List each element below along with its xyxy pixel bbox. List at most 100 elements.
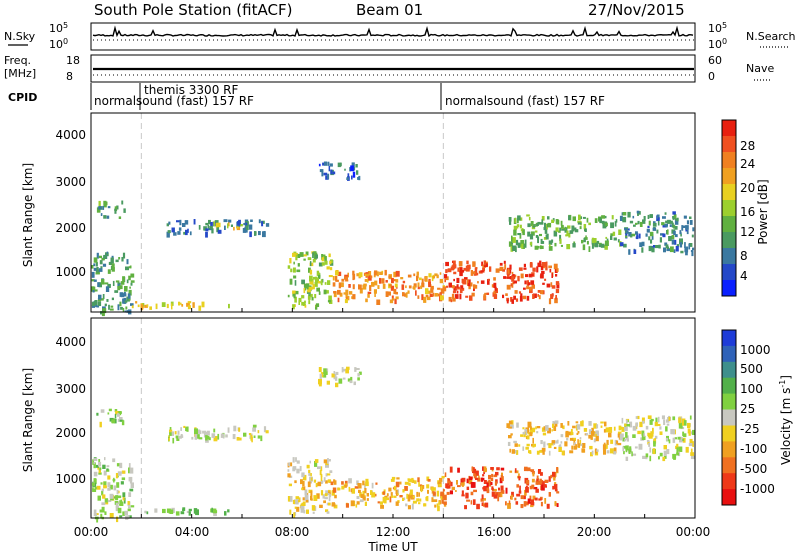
echo-pixel <box>678 417 681 424</box>
echo-pixel <box>345 503 349 508</box>
echo-pixel <box>432 487 436 491</box>
echo-pixel <box>236 226 239 229</box>
echo-pixel <box>456 480 458 485</box>
echo-pixel <box>572 243 576 248</box>
echo-pixel <box>593 238 597 243</box>
echo-pixel <box>685 446 689 453</box>
echo-pixel <box>201 301 205 308</box>
echo-pixel <box>393 271 397 278</box>
echo-pixel <box>354 486 359 489</box>
echo-pixel <box>490 467 494 470</box>
echo-pixel <box>367 294 370 298</box>
echo-pixel <box>111 419 116 423</box>
echo-pixel <box>202 430 207 434</box>
echo-pixel <box>205 228 209 232</box>
echo-pixel <box>395 481 400 487</box>
echo-pixel <box>405 503 408 507</box>
velocity-colorbar-label-exp: -1 <box>778 380 787 388</box>
echo-pixel <box>515 239 519 246</box>
echo-pixel <box>203 226 207 231</box>
echo-pixel <box>309 262 314 267</box>
echo-pixel <box>442 286 447 292</box>
echo-pixel <box>106 251 109 254</box>
echo-pixel <box>289 258 292 264</box>
echo-pixel <box>569 230 573 234</box>
echo-pixel <box>662 216 666 219</box>
echo-pixel <box>402 280 406 284</box>
echo-pixel <box>338 378 343 384</box>
echo-pixel <box>128 266 131 269</box>
echo-pixel <box>445 483 449 489</box>
echo-pixel <box>290 268 293 273</box>
echo-pixel <box>97 495 101 501</box>
echo-pixel <box>554 268 558 273</box>
echo-pixel <box>594 448 598 454</box>
echo-pixel <box>404 486 408 491</box>
echo-pixel <box>304 305 307 308</box>
echo-pixel <box>127 501 130 505</box>
echo-pixel <box>128 492 132 497</box>
echo-pixel <box>491 491 496 497</box>
echo-pixel <box>294 304 296 307</box>
echo-pixel <box>536 475 539 480</box>
echo-pixel <box>362 284 367 290</box>
echo-pixel <box>439 477 443 482</box>
echo-pixel <box>518 490 522 494</box>
time-tick: 20:00 <box>577 525 612 539</box>
echo-pixel <box>549 268 552 273</box>
echo-pixel <box>649 447 652 453</box>
echo-pixel <box>186 302 190 307</box>
echo-pixel <box>509 220 512 225</box>
echo-pixel <box>511 491 514 497</box>
echo-pixel <box>410 494 415 500</box>
echo-pixel <box>686 220 689 225</box>
echo-pixel <box>119 411 122 414</box>
echo-pixel <box>107 206 111 209</box>
echo-pixel <box>662 233 666 238</box>
echo-pixel <box>359 499 364 503</box>
velocity-ytick: 2000 <box>55 426 86 440</box>
echo-pixel <box>605 444 608 449</box>
echo-pixel <box>114 418 117 424</box>
echo-pixel <box>98 461 102 467</box>
echo-pixel <box>116 463 121 467</box>
echo-pixel <box>593 423 597 429</box>
echo-pixel <box>447 268 452 273</box>
echo-pixel <box>511 271 514 275</box>
echo-pixel <box>123 497 126 504</box>
echo-pixel <box>635 416 638 419</box>
echo-pixel <box>407 478 410 481</box>
echo-pixel <box>227 223 229 229</box>
echo-pixel <box>376 299 381 305</box>
echo-pixel <box>106 465 110 468</box>
echo-pixel <box>561 224 564 229</box>
echo-pixel <box>679 231 682 235</box>
echo-pixel <box>554 501 557 507</box>
echo-pixel <box>606 439 609 445</box>
echo-pixel <box>461 477 466 482</box>
echo-pixel <box>411 503 414 510</box>
echo-pixel <box>658 217 660 221</box>
colorbar-frame <box>721 119 737 297</box>
echo-pixel <box>519 224 522 229</box>
echo-pixel <box>530 426 532 431</box>
echo-pixel <box>303 510 306 514</box>
echo-pixel <box>300 479 303 485</box>
echo-pixel <box>531 443 534 447</box>
echo-pixel <box>265 223 270 227</box>
echo-pixel <box>427 489 429 494</box>
echo-pixel <box>586 240 589 245</box>
echo-pixel <box>125 306 128 310</box>
echo-pixel <box>517 476 521 479</box>
echo-pixel <box>377 285 380 289</box>
echo-pixel <box>540 440 543 445</box>
echo-pixel <box>483 260 486 266</box>
echo-pixel <box>126 310 130 313</box>
echo-pixel <box>529 263 533 268</box>
echo-pixel <box>409 489 413 496</box>
echo-pixel <box>654 435 658 439</box>
echo-pixel <box>330 259 333 264</box>
echo-pixel <box>510 494 513 500</box>
echo-pixel <box>436 274 439 279</box>
echo-pixel <box>658 244 661 249</box>
